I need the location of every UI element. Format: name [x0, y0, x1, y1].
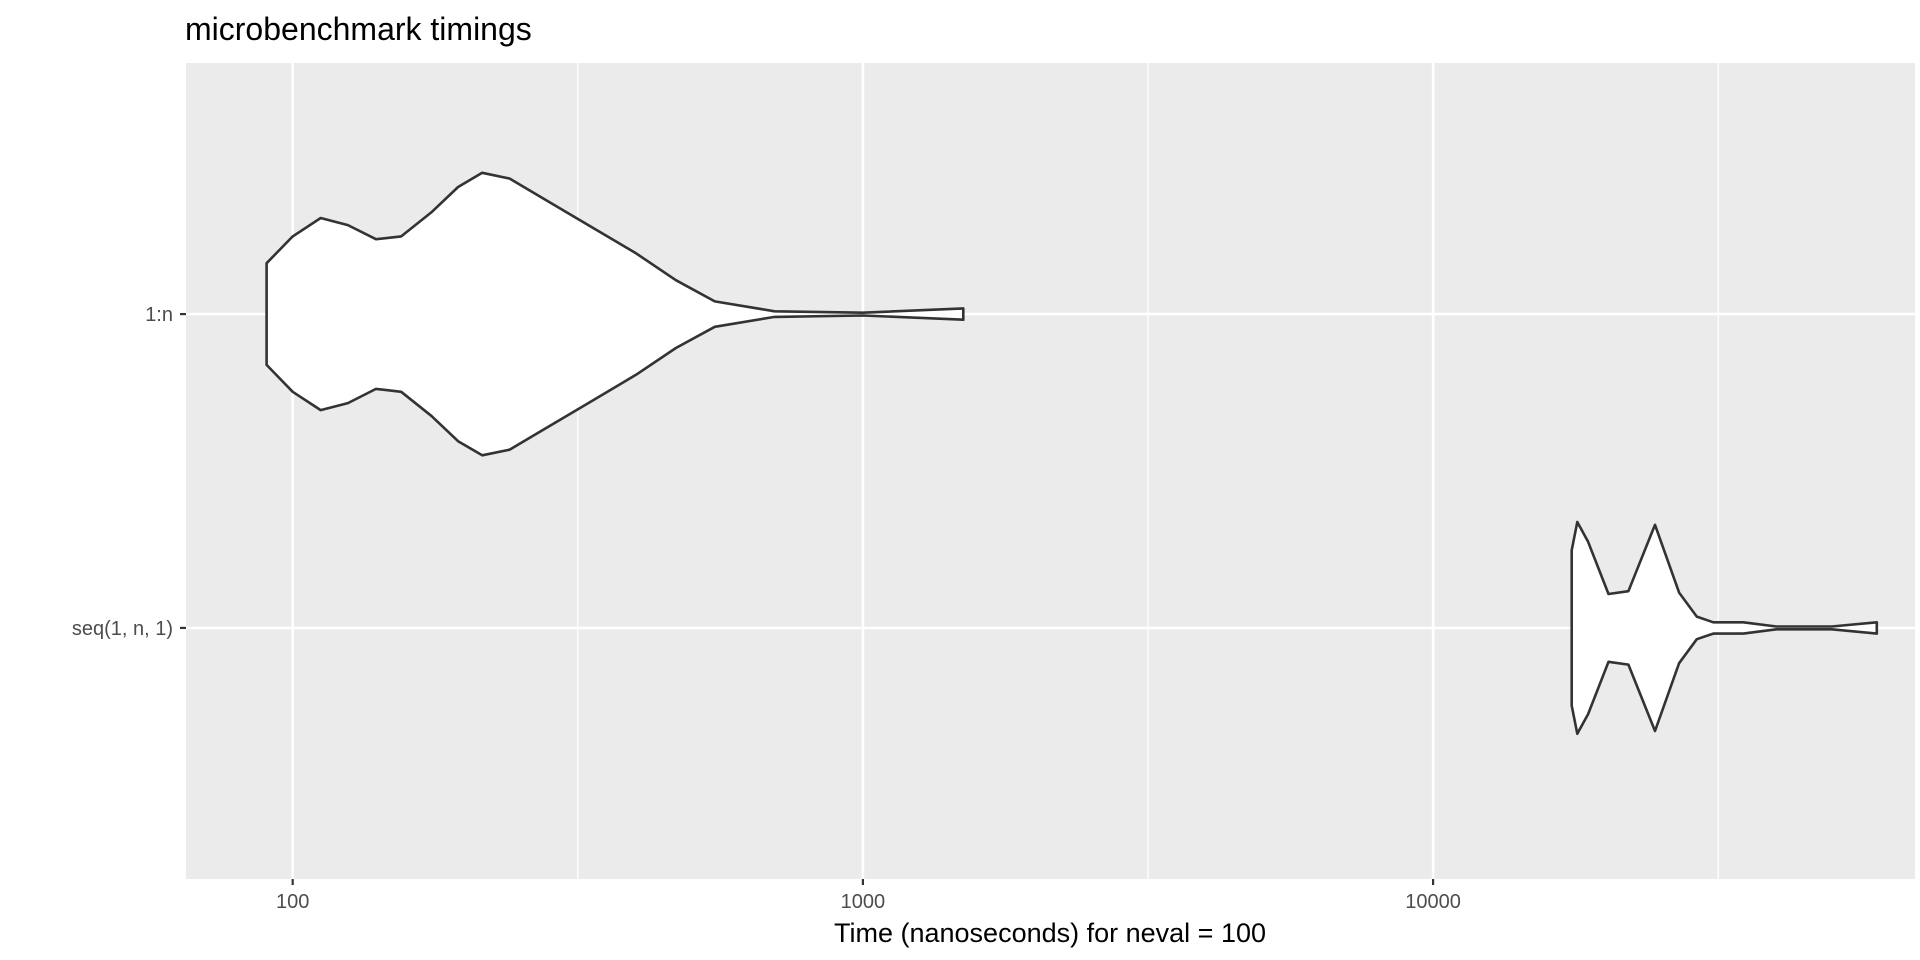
y-tick-label-0: 1:n	[145, 304, 173, 326]
violins	[265, 171, 1879, 736]
y-tick-label-1: seq(1, n, 1)	[72, 618, 173, 640]
x-axis: 100 1000 10000	[276, 879, 1461, 913]
x-axis-title: Time (nanoseconds) for neval = 100	[834, 918, 1266, 948]
y-axis: 1:n seq(1, n, 1)	[72, 304, 186, 640]
x-tick-label-0: 100	[276, 891, 309, 913]
minor-gridlines	[577, 63, 1719, 879]
violin-1	[1570, 520, 1879, 736]
x-tick-label-2: 10000	[1405, 891, 1461, 913]
chart-title: microbenchmark timings	[185, 11, 532, 47]
x-tick-label-1: 1000	[841, 891, 886, 913]
violin-0	[265, 171, 965, 457]
plot-panel	[186, 63, 1915, 879]
